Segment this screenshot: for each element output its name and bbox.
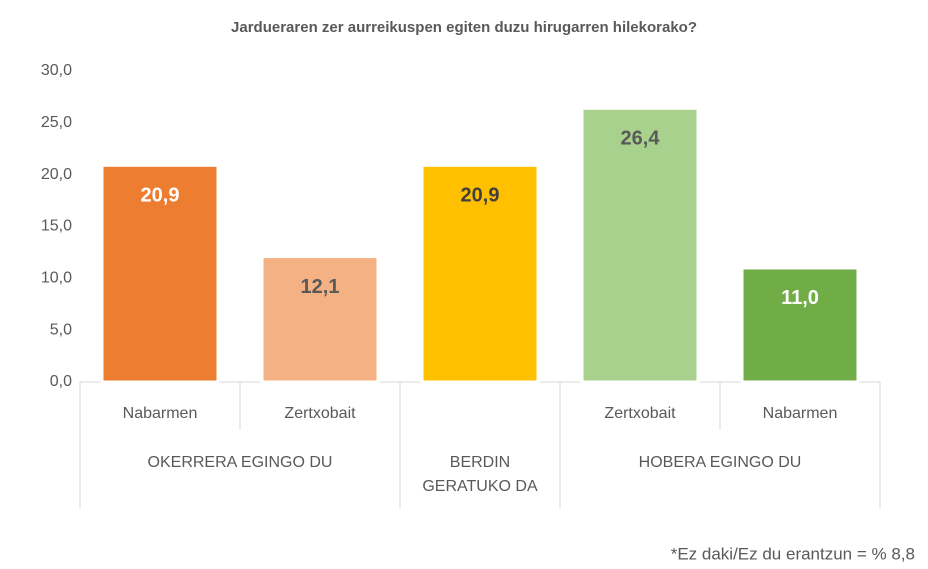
y-tick-label: 30,0	[41, 62, 72, 79]
footnote: *Ez daki/Ez du erantzun = % 8,8	[671, 544, 915, 563]
bar	[740, 266, 860, 384]
y-tick-label: 25,0	[41, 114, 72, 131]
group-label: BERDIN GERATUKO DA	[422, 454, 538, 495]
x-tick-label: Nabarmen	[122, 405, 198, 422]
data-label: 11,0	[781, 287, 819, 309]
y-tick-label: 0,0	[50, 373, 72, 390]
y-tick-label: 10,0	[41, 270, 72, 287]
data-label: 20,9	[461, 185, 500, 207]
bar	[420, 163, 540, 384]
data-label: 12,1	[301, 276, 340, 298]
x-tick-label: Zertxobait	[604, 405, 676, 422]
bar	[580, 106, 700, 384]
x-tick-label: Zertxobait	[284, 405, 356, 422]
y-tick-label: 15,0	[41, 218, 72, 235]
bar	[100, 163, 220, 384]
chart-title: Jardueraren zer aurreikuspen egiten duzu…	[231, 19, 697, 36]
group-label: HOBERA EGINGO DU	[638, 454, 802, 471]
data-label: 20,9	[141, 185, 180, 207]
group-label: OKERRERA EGINGO DU	[147, 454, 333, 471]
data-label: 26,4	[621, 128, 661, 150]
bar	[260, 255, 380, 384]
y-tick-label: 5,0	[50, 321, 72, 338]
y-tick-label: 20,0	[41, 166, 72, 183]
x-tick-label: Nabarmen	[762, 405, 838, 422]
